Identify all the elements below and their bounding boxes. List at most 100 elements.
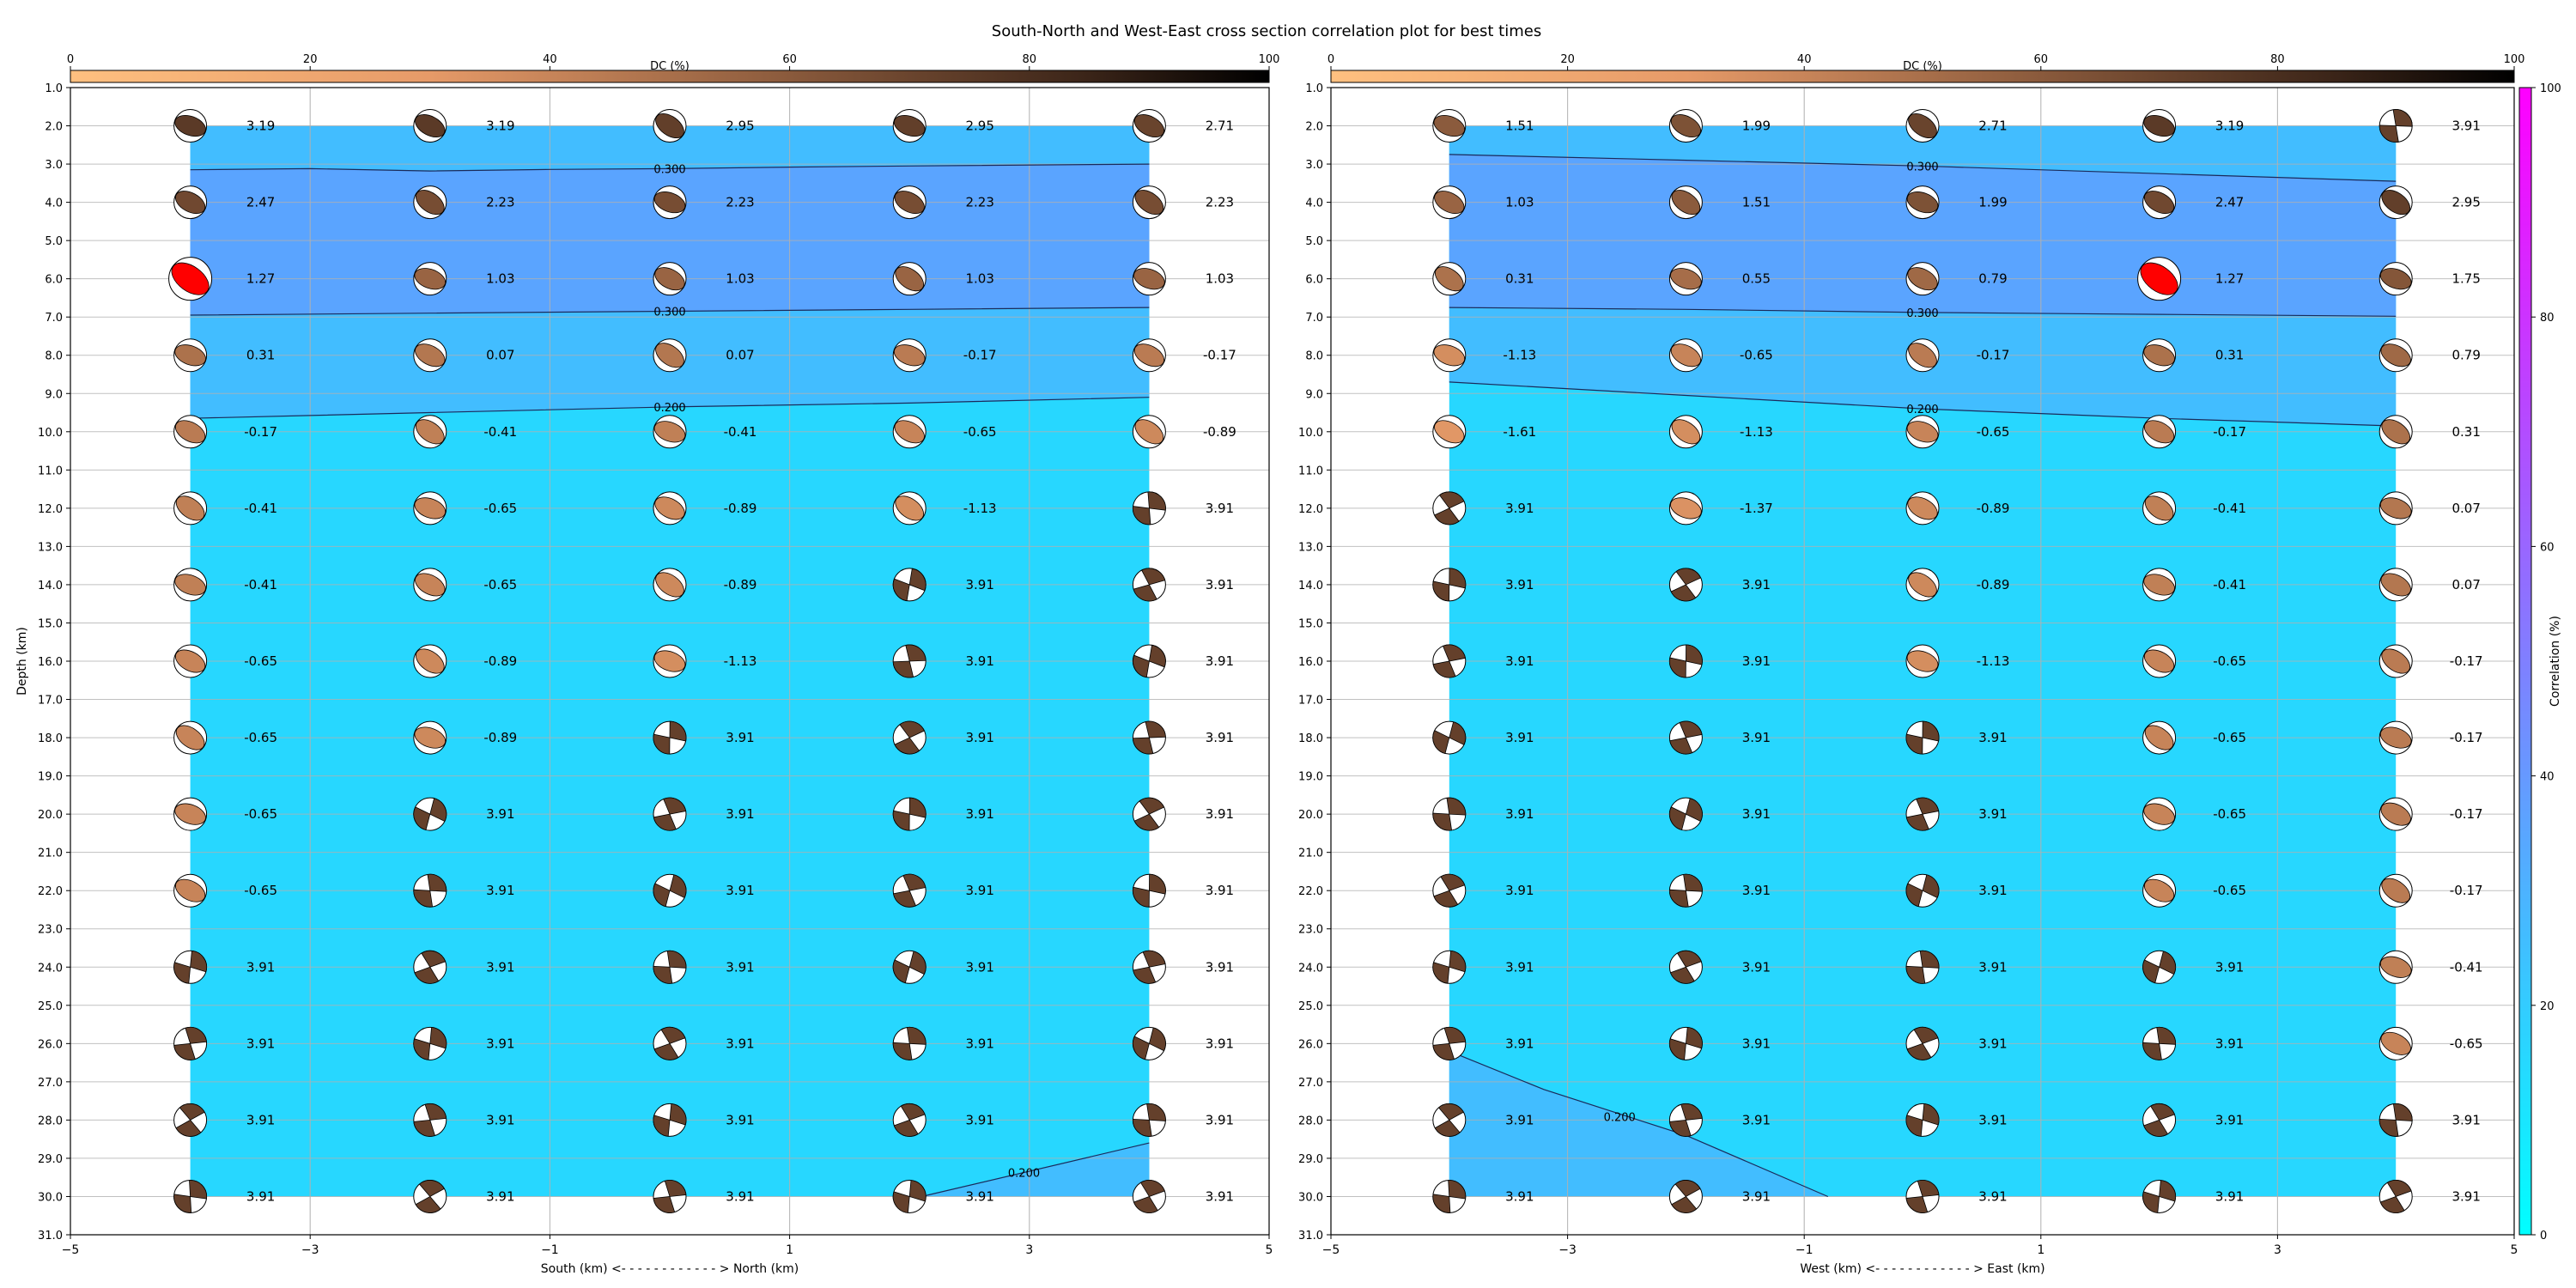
correlation-value-label: 0.07 xyxy=(2451,577,2480,592)
y-tick-label: 25.0 xyxy=(38,1000,63,1013)
beachball-lens xyxy=(174,649,206,673)
beachball-quadrant xyxy=(1905,883,1923,908)
y-tick-label: 31.0 xyxy=(38,1230,63,1242)
beachball xyxy=(1668,873,1703,908)
beachball xyxy=(1132,491,1166,526)
beachball xyxy=(2379,950,2413,984)
beachball-quadrant xyxy=(902,873,927,891)
beachball-quadrant xyxy=(1922,720,1940,742)
beachball-lens xyxy=(1434,420,1465,444)
correlation-value-label: -0.41 xyxy=(483,424,517,440)
correlation-value-label: 3.91 xyxy=(726,883,754,898)
correlation-value-label: -1.13 xyxy=(1977,653,2010,669)
beachball-quadrant xyxy=(185,1026,207,1044)
beachball-quadrant xyxy=(1922,874,1940,899)
beachball xyxy=(1905,109,1940,143)
beachball xyxy=(2379,1179,2413,1213)
beachball-quadrant xyxy=(1432,580,1450,602)
beachball-quadrant xyxy=(653,1196,676,1213)
correlation-value-label: 3.91 xyxy=(1978,883,2007,898)
correlation-value-label: 0.31 xyxy=(2215,348,2244,363)
beachball-lens xyxy=(893,114,926,137)
beachball-quadrant xyxy=(1133,1195,1158,1213)
beachball xyxy=(2379,109,2413,143)
correlation-value-label: 3.91 xyxy=(1206,959,1234,975)
beachball-quadrant xyxy=(1669,1119,1692,1137)
beachball-lens xyxy=(1134,190,1164,216)
beachball-lens xyxy=(414,497,447,519)
beachball-lens xyxy=(174,574,206,596)
dc-colorbar-2: 0 20 40 60 80 100 DC (%) xyxy=(1327,53,2524,83)
correlation-value-label: 3.91 xyxy=(1206,1188,1234,1204)
beachball-quadrant xyxy=(1449,721,1467,745)
beachball-quadrant xyxy=(669,1103,687,1126)
beachball-quadrant xyxy=(892,578,910,602)
beachball-quadrant xyxy=(1669,806,1686,830)
x-tick-label: 5 xyxy=(1266,1243,1273,1257)
beachball-quadrant xyxy=(892,1191,910,1213)
beachball-lens xyxy=(2381,878,2410,903)
y-tick-label: 3.0 xyxy=(45,159,63,172)
beachball-quadrant xyxy=(1680,1103,1703,1121)
contour-label: 0.200 xyxy=(1008,1167,1040,1180)
y-tick-label: 18.0 xyxy=(38,732,63,745)
beachball-lens xyxy=(2144,495,2174,521)
correlation-value-label: -1.13 xyxy=(1740,424,1773,440)
beachball-quadrant xyxy=(1919,950,1940,969)
beachball-quadrant xyxy=(892,959,910,984)
beachball-quadrant xyxy=(1147,491,1166,511)
beachball xyxy=(2142,873,2177,908)
beachball xyxy=(653,720,687,755)
beachball-quadrant xyxy=(908,951,927,975)
beachball-quadrant xyxy=(1913,1026,1939,1044)
y-tick-label: 14.0 xyxy=(1298,580,1323,592)
beachball xyxy=(2379,415,2413,449)
beachball-lens xyxy=(895,266,924,292)
beachball-lens xyxy=(653,421,686,443)
beachball xyxy=(653,338,687,373)
beachball-quadrant xyxy=(1668,889,1689,908)
beachball xyxy=(2379,1026,2413,1060)
dc-tick-label: 100 xyxy=(1259,53,1280,66)
contour-line xyxy=(1449,307,2397,317)
beachball-quadrant xyxy=(1905,813,1929,831)
correlation-value-label: 3.91 xyxy=(2215,1036,2244,1051)
beachball-lens xyxy=(175,725,205,750)
beachball-quadrant xyxy=(421,950,447,968)
beachball-lens xyxy=(654,496,685,520)
beachball-lens xyxy=(416,648,445,674)
beachball-quadrant xyxy=(653,965,673,984)
beachball xyxy=(1432,644,1467,678)
beachball-quadrant xyxy=(1437,1103,1464,1121)
x-tick-label: 5 xyxy=(2511,1243,2518,1257)
contour-line xyxy=(190,163,1150,172)
beachball xyxy=(2142,797,2177,831)
beachball-lens xyxy=(171,262,210,295)
contour-line xyxy=(1449,381,2397,427)
beachball-quadrant xyxy=(413,889,434,908)
correlation-value-label: 0.07 xyxy=(2451,501,2480,516)
contour-label: 0.300 xyxy=(653,307,685,319)
beachball xyxy=(2142,491,2177,526)
correlation-value-label: -0.41 xyxy=(244,501,277,516)
beachball xyxy=(892,1103,927,1137)
correlation-value-label: 3.91 xyxy=(726,1112,754,1127)
y-tick-label: 10.0 xyxy=(1298,427,1323,440)
correlation-value-label: 3.91 xyxy=(486,1112,514,1127)
beachball xyxy=(892,491,927,526)
y-tick-label: 29.0 xyxy=(1298,1153,1323,1166)
x-axis: −5 −3 −1 1 3 5 West (km) <- - - - - - - - - - … xyxy=(1322,1235,2518,1276)
correlation-value-label: 2.95 xyxy=(965,118,993,134)
beachball xyxy=(2142,185,2177,220)
correlation-value-label: 3.91 xyxy=(1742,653,1771,669)
correlation-value-label: -1.13 xyxy=(963,501,997,516)
correlation-value-label: 3.91 xyxy=(726,730,754,745)
beachball-quadrant xyxy=(2386,1180,2412,1197)
correlation-value-label: -0.17 xyxy=(2213,424,2246,440)
correlation-value-label: 3.91 xyxy=(1742,1112,1771,1127)
correlation-value-label: 3.91 xyxy=(1505,501,1534,516)
correlation-value-label: 3.91 xyxy=(1742,1188,1771,1204)
y-tick-label: 30.0 xyxy=(38,1191,63,1204)
beachball xyxy=(413,950,447,984)
x-tick-label: −3 xyxy=(301,1243,319,1257)
